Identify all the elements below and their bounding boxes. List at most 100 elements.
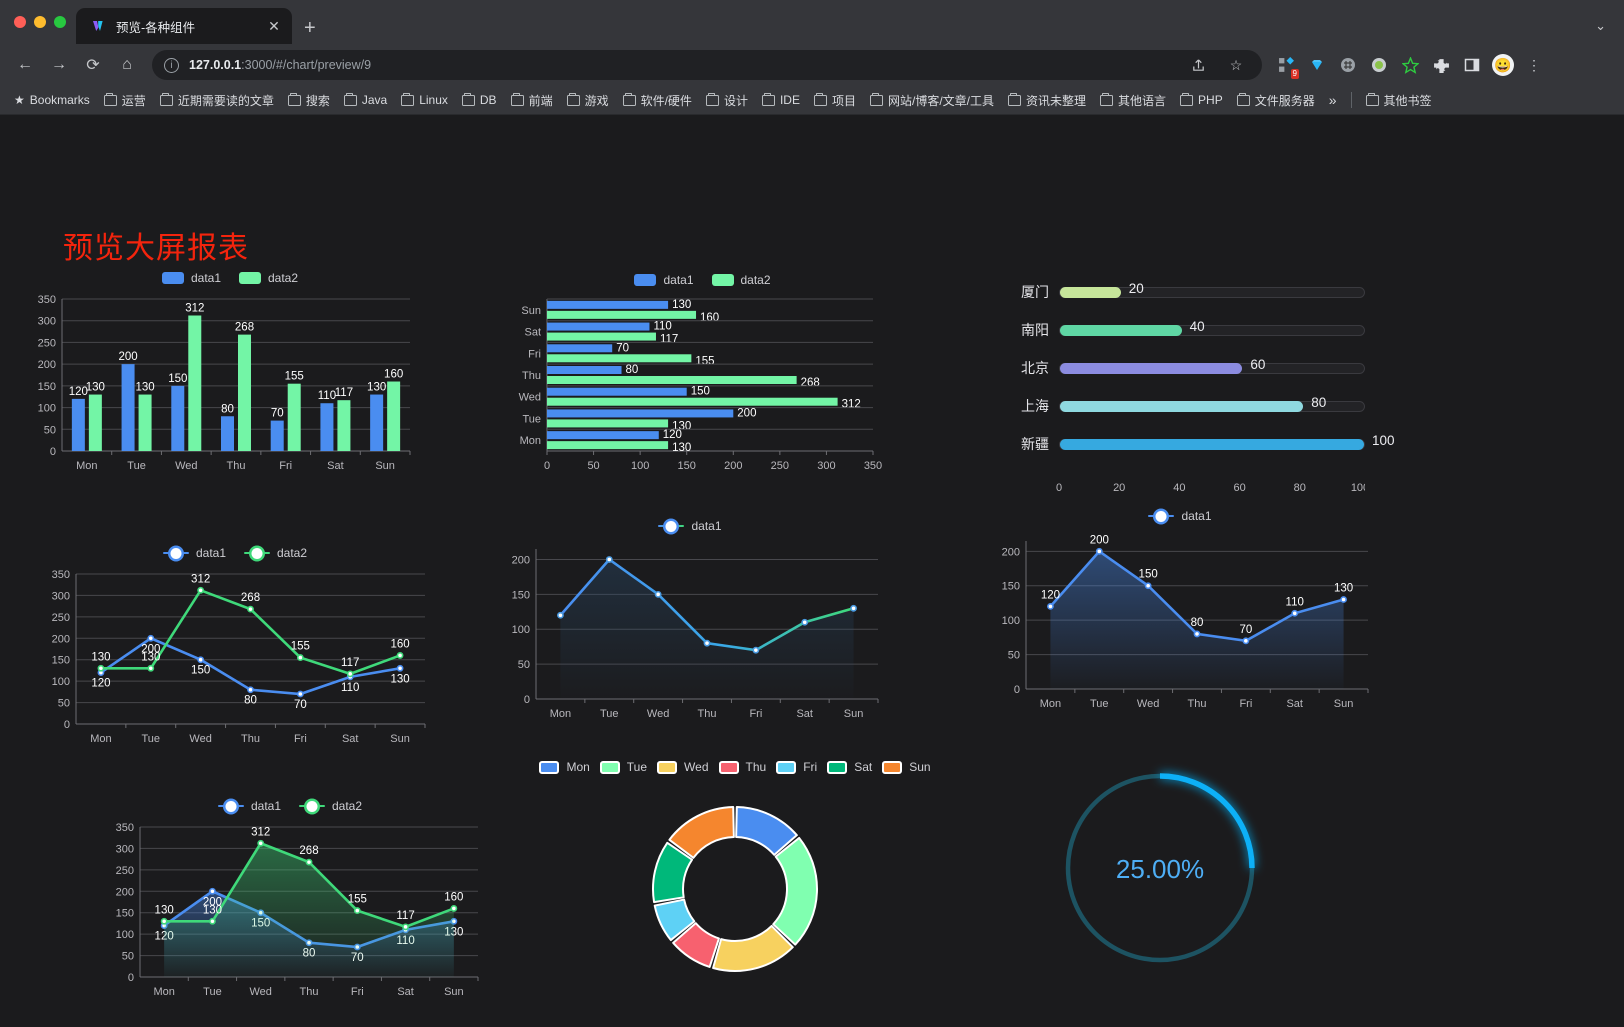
legend-item-thu[interactable]: Thu — [718, 760, 766, 774]
legend-bar-vertical[interactable]: data1 data2 — [20, 265, 440, 291]
data-point[interactable] — [247, 686, 254, 694]
data-point[interactable] — [703, 639, 711, 647]
legend-item-tue[interactable]: Tue — [599, 760, 647, 774]
bar-data1[interactable] — [547, 387, 687, 396]
green-circle-icon[interactable] — [1365, 51, 1393, 79]
progress-row[interactable]: 上海 80 — [1005, 387, 1365, 425]
legend-item-data1[interactable]: data1 — [658, 519, 722, 533]
legend-item-sun[interactable]: Sun — [882, 760, 931, 774]
pie-slice-tue[interactable] — [772, 836, 818, 946]
bar-data2[interactable] — [387, 381, 401, 451]
window-traffic-lights[interactable] — [12, 0, 76, 44]
bookmark-folder-8[interactable]: 游戏 — [561, 89, 615, 112]
bar-data1[interactable] — [370, 394, 384, 451]
legend-area-single[interactable]: data1 — [980, 503, 1380, 529]
profile-avatar[interactable]: 😀 — [1489, 51, 1517, 79]
legend-item-data1[interactable]: data1 — [161, 271, 221, 285]
bar-data2[interactable] — [138, 394, 152, 451]
data-point[interactable] — [654, 590, 662, 598]
bar-data1[interactable] — [171, 385, 185, 451]
data-point[interactable] — [1047, 602, 1054, 610]
forward-button[interactable]: → — [51, 56, 67, 73]
legend-item-sat[interactable]: Sat — [827, 760, 872, 774]
back-button[interactable]: ← — [17, 56, 33, 73]
legend-item-data1[interactable]: data1 — [1148, 509, 1212, 523]
data-point[interactable] — [801, 618, 809, 626]
bar-data1[interactable] — [547, 322, 650, 331]
data-point[interactable] — [1291, 609, 1299, 617]
data-point[interactable] — [247, 605, 254, 613]
pie-slice-wed[interactable] — [712, 924, 794, 972]
progress-row[interactable]: 南阳 40 — [1005, 311, 1365, 349]
legend-item-data1[interactable]: data1 — [634, 273, 694, 287]
bookmark-folder-2[interactable]: 近期需要读的文章 — [154, 89, 280, 112]
legend-item-data1[interactable]: data1 — [217, 799, 281, 813]
pie-slice-sat[interactable] — [652, 841, 694, 904]
reload-button[interactable]: ⟳ — [86, 57, 100, 74]
share-icon[interactable] — [1184, 51, 1212, 79]
data-point[interactable] — [402, 923, 409, 931]
legend-item-data1[interactable]: data1 — [162, 546, 226, 560]
bar-data2[interactable] — [547, 310, 697, 319]
side-panel-icon[interactable] — [1458, 51, 1486, 79]
bar-data2[interactable] — [547, 397, 838, 406]
home-button[interactable]: ⌂ — [122, 56, 132, 73]
chart-bar-vertical[interactable]: data1 data2 0 50 100 150 200 250 300 350 Mon 120 1… — [20, 265, 440, 480]
star-outline-icon[interactable] — [1396, 51, 1424, 79]
data-point[interactable] — [305, 858, 313, 866]
bookmark-folder-15[interactable]: 其他语言 — [1094, 89, 1172, 112]
legend-item-fri[interactable]: Fri — [776, 760, 817, 774]
bar-data1[interactable] — [547, 431, 659, 440]
bar-data2[interactable] — [238, 334, 251, 451]
pie-slice-mon[interactable] — [735, 806, 798, 856]
data-point[interactable] — [752, 646, 760, 654]
chart-progress-bars[interactable]: 厦门 20 南阳 40 北京 60 上海 80 — [1005, 273, 1395, 514]
data-point[interactable] — [353, 907, 361, 914]
extension-grid-icon[interactable]: 9 — [1272, 51, 1300, 79]
progress-track[interactable]: 40 — [1059, 319, 1365, 336]
chart-gauge[interactable]: 25.00% — [1040, 750, 1280, 990]
browser-tab[interactable]: 预览-各种组件 ✕ — [76, 8, 292, 44]
bookmark-folder-6[interactable]: DB — [456, 90, 503, 110]
data-point[interactable] — [197, 656, 205, 664]
bookmark-folder-3[interactable]: 搜索 — [282, 89, 336, 112]
chart-line-dual[interactable]: data1 data2 0 50 100 150 200 250 300 350 Mon Tue W… — [30, 540, 440, 755]
bookmarks-overflow-button[interactable]: » — [1328, 92, 1337, 108]
bookmark-item-bookmarks[interactable]: ★ Bookmarks — [8, 90, 96, 110]
data-point[interactable] — [1144, 582, 1152, 590]
bar-data1[interactable] — [270, 420, 284, 451]
legend-bar-horizontal[interactable]: data1 data2 — [505, 267, 900, 293]
bookmark-folder-1[interactable]: 运营 — [98, 89, 152, 112]
new-tab-button[interactable]: + — [304, 17, 316, 39]
address-bar[interactable]: i 127.0.0.1:3000/#/chart/preview/9 ☆ — [152, 50, 1262, 80]
bar-data1[interactable] — [320, 403, 334, 451]
legend-donut[interactable]: Mon Tue Wed Thu Fri Sat Sun — [539, 755, 931, 779]
bar-data2[interactable] — [188, 315, 202, 451]
bar-data2[interactable] — [547, 332, 656, 341]
pie-slice-sun[interactable] — [668, 806, 735, 859]
bar-data1[interactable] — [547, 300, 669, 309]
data-point[interactable] — [1242, 637, 1250, 645]
progress-row[interactable]: 新疆 100 — [1005, 425, 1395, 463]
bookmark-folder-5[interactable]: Linux — [395, 90, 454, 110]
bar-data2[interactable] — [88, 394, 102, 451]
legend-line-dual[interactable]: data1 data2 — [30, 540, 440, 566]
data-point[interactable] — [1095, 547, 1103, 555]
legend-item-data2[interactable]: data2 — [239, 271, 298, 285]
bookmark-folder-7[interactable]: 前端 — [505, 89, 559, 112]
bookmark-folder-10[interactable]: 设计 — [700, 89, 754, 112]
legend-item-wed[interactable]: Wed — [657, 760, 709, 774]
browser-menu-icon[interactable]: ⋮ — [1527, 56, 1541, 73]
chart-line-smooth[interactable]: data1 0 50 100 150 200 Mon Tue Wed Thu Fri Sat Sun — [490, 513, 890, 728]
close-tab-icon[interactable]: ✕ — [268, 18, 280, 34]
progress-track[interactable]: 100 — [1059, 433, 1395, 450]
progress-track[interactable]: 20 — [1059, 281, 1365, 298]
maximize-window-button[interactable] — [54, 16, 66, 28]
close-window-button[interactable] — [14, 16, 26, 28]
data-point[interactable] — [209, 917, 216, 925]
progress-track[interactable]: 60 — [1059, 357, 1365, 374]
legend-line-smooth[interactable]: data1 — [490, 513, 890, 539]
chart-bar-horizontal[interactable]: data1 data2 0 50 100 150 200 250 300 350 Sun 130 1… — [505, 267, 900, 482]
bar-data2[interactable] — [547, 354, 692, 363]
data-point[interactable] — [605, 556, 613, 563]
